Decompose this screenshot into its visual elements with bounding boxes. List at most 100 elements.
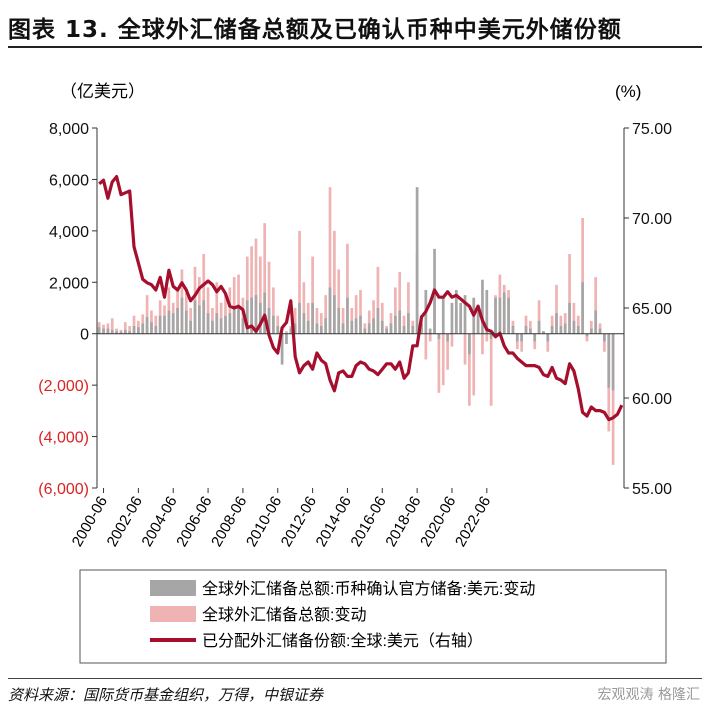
bar-usd-change <box>128 331 132 334</box>
bar-total-change <box>276 315 280 334</box>
bar-usd-change <box>546 333 550 342</box>
bar-usd-change <box>446 333 449 342</box>
bar-total-change <box>346 243 349 334</box>
bar-total-change <box>237 274 240 334</box>
bar-usd-change <box>198 305 201 334</box>
bar-usd-change <box>515 333 519 342</box>
bar-usd-change <box>176 308 179 334</box>
bar-usd-change <box>224 315 227 334</box>
bar-total-change <box>529 320 532 334</box>
bar-usd-change <box>511 326 515 334</box>
bar-usd-change <box>328 287 332 334</box>
bar-usd-change <box>102 328 105 334</box>
bar-total-change <box>437 333 441 393</box>
left-tick-label: (4,000) <box>38 430 89 447</box>
bar-usd-change <box>603 333 606 342</box>
bar-usd-change <box>537 320 541 334</box>
bar-total-change <box>272 287 275 334</box>
bar-total-change <box>306 302 310 334</box>
bar-usd-change <box>189 320 192 334</box>
right-tick-label: 65.00 <box>632 301 672 318</box>
bar-usd-change <box>389 323 393 334</box>
bar-total-change <box>333 230 336 334</box>
bar-usd-change <box>563 323 567 334</box>
bar-total-change <box>380 302 384 334</box>
bar-total-change <box>263 223 267 334</box>
bar-usd-change <box>293 323 297 334</box>
legend: 全球外汇储备总额:币种确认官方储备:美元:变动全球外汇储备总额:变动已分配外汇储… <box>79 569 667 664</box>
bar-total-change <box>441 333 445 386</box>
bar-total-change <box>603 333 606 352</box>
bar-total-change <box>463 333 467 365</box>
bar-total-change <box>568 254 571 334</box>
bar-total-change <box>550 315 554 334</box>
bar-usd-change <box>524 326 528 334</box>
bar-total-change <box>428 333 432 342</box>
bar-usd-change <box>263 292 267 334</box>
bar-total-change <box>224 295 227 334</box>
bar-series-layer <box>97 187 615 465</box>
bar-usd-change <box>507 297 510 334</box>
bar-total-change <box>302 282 306 334</box>
bar-usd-change <box>145 317 149 334</box>
bar-usd-change <box>568 302 571 334</box>
bar-usd-change <box>450 302 454 334</box>
bar-usd-change <box>319 326 323 334</box>
bar-usd-change <box>611 333 615 391</box>
right-tick-label: 75.00 <box>632 121 672 138</box>
bar-usd-change <box>385 328 388 334</box>
right-tick-label: 60.00 <box>632 391 672 408</box>
bar-total-change <box>407 282 410 334</box>
bar-usd-change <box>589 328 593 334</box>
bar-total-change <box>267 261 271 334</box>
bar-usd-change <box>267 308 271 334</box>
bar-usd-change <box>542 331 545 334</box>
bar-usd-change <box>215 313 219 334</box>
bar-usd-change <box>454 290 458 334</box>
bar-total-change <box>319 313 323 334</box>
bar-total-change <box>402 315 406 334</box>
bar-usd-change <box>171 313 175 334</box>
bar-total-change <box>254 238 258 334</box>
bar-usd-change <box>393 315 397 334</box>
bar-usd-change <box>285 333 288 344</box>
bar-total-change <box>376 266 380 334</box>
bar-total-change <box>572 302 576 334</box>
bar-usd-change <box>154 326 158 334</box>
bar-usd-change <box>167 310 171 334</box>
source-note: 资料来源：国际货币基金组织，万得，中银证券 <box>8 686 324 704</box>
bar-total-change <box>576 315 580 334</box>
bar-usd-change <box>481 279 484 334</box>
bar-usd-change <box>158 315 162 334</box>
bar-usd-change <box>324 318 328 334</box>
left-tick-label: 6,000 <box>49 172 89 189</box>
legend-swatch <box>150 606 196 622</box>
left-tick-label: (6,000) <box>38 481 89 498</box>
bar-usd-change <box>250 297 253 334</box>
bar-total-change <box>489 333 493 406</box>
bar-total-change <box>285 331 288 334</box>
bar-total-change <box>450 333 454 347</box>
right-tick-label: 70.00 <box>632 211 672 228</box>
bar-usd-change <box>363 328 367 334</box>
bar-usd-change <box>533 333 537 342</box>
bar-usd-change <box>193 300 197 334</box>
bar-usd-change <box>572 320 576 334</box>
bar-usd-change <box>376 308 380 334</box>
bar-total-change <box>589 320 593 334</box>
bar-usd-change <box>276 326 280 334</box>
bar-usd-change <box>585 333 589 337</box>
bar-total-change <box>367 310 371 334</box>
bar-usd-change <box>598 328 602 334</box>
bar-usd-change <box>576 326 580 334</box>
bar-total-change <box>228 287 232 334</box>
bar-usd-change <box>550 326 554 334</box>
bar-total-change <box>594 277 598 334</box>
bar-usd-change <box>441 297 445 334</box>
bar-total-change <box>123 322 127 334</box>
bar-usd-change <box>141 323 145 334</box>
bar-usd-change <box>594 310 598 334</box>
bar-usd-change <box>520 333 523 342</box>
bar-total-change <box>315 308 319 334</box>
left-tick-label: 2,000 <box>49 275 89 292</box>
